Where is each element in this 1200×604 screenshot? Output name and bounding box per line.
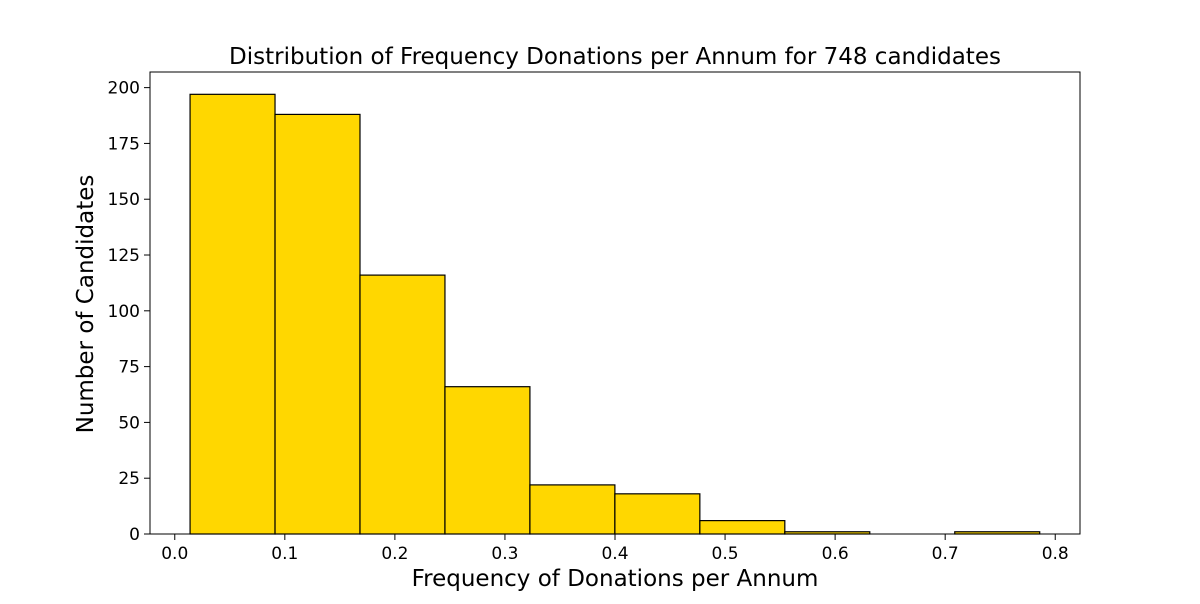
x-tick-label: 0.7 xyxy=(932,544,959,564)
x-axis-ticks: 0.0 0.1 0.2 0.3 0.4 0.5 0.6 0.7 0.8 xyxy=(161,534,1069,564)
y-tick-label: 150 xyxy=(108,190,140,210)
histogram-bar xyxy=(359,274,446,535)
y-tick-label: 175 xyxy=(108,134,140,154)
histogram-bar xyxy=(529,484,616,535)
x-tick-label: 0.5 xyxy=(712,544,739,564)
histogram-bar xyxy=(699,520,786,535)
x-axis-label: Frequency of Donations per Annum xyxy=(412,566,819,592)
y-axis-label: Number of Candidates xyxy=(73,175,99,434)
y-tick-label: 0 xyxy=(129,525,140,545)
bars-layer xyxy=(189,93,1041,535)
y-tick-label: 125 xyxy=(108,246,140,266)
y-axis-ticks: 0 25 50 75 100 125 150 175 200 xyxy=(108,79,150,545)
histogram-bar xyxy=(189,93,276,535)
histogram-bar xyxy=(444,386,531,535)
histogram-bar xyxy=(274,113,361,535)
chart-title: Distribution of Frequency Donations per … xyxy=(229,44,1001,70)
x-tick-label: 0.2 xyxy=(381,544,408,564)
y-tick-label: 25 xyxy=(118,469,140,489)
x-tick-label: 0.3 xyxy=(491,544,518,564)
plot-frame xyxy=(149,71,1081,535)
y-tick-label: 50 xyxy=(118,413,140,433)
x-tick-label: 0.6 xyxy=(822,544,849,564)
histogram-bar xyxy=(614,493,701,535)
x-tick-label: 0.4 xyxy=(601,544,628,564)
x-tick-label: 0.1 xyxy=(271,544,298,564)
x-tick-label: 0.8 xyxy=(1042,544,1069,564)
y-tick-label: 100 xyxy=(108,302,140,322)
y-tick-label: 200 xyxy=(108,79,140,99)
y-tick-label: 75 xyxy=(118,358,140,378)
x-tick-label: 0.0 xyxy=(161,544,188,564)
